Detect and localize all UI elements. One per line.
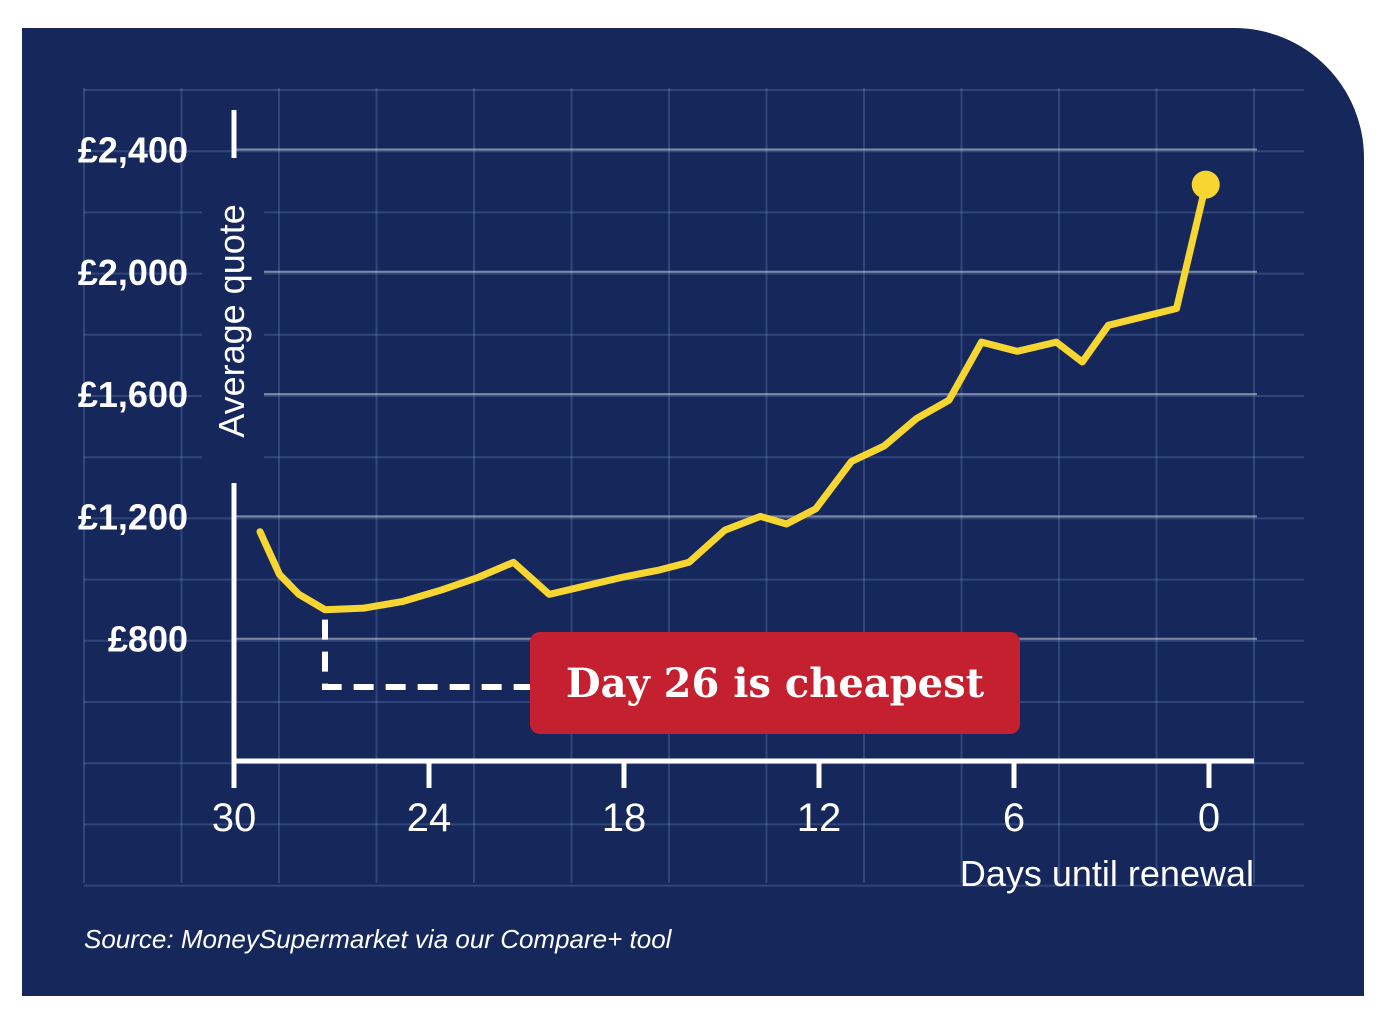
x-tick-label: 30 [212,796,257,840]
y-axis-label-backdrop [202,158,264,483]
average-quote-line [256,181,1210,614]
x-tick-label: 6 [1003,796,1025,840]
x-axis-label: Days until renewal [960,853,1254,894]
x-tick-label: 0 [1198,796,1220,840]
x-ticks: 30 24 18 12 6 0 [212,761,1220,840]
x-tick-label: 24 [407,796,452,840]
y-ticks: £800 £1,200 £1,600 £2,000 £2,400 [78,130,188,660]
y-tick-label: £1,200 [78,496,188,537]
y-tick-label: £1,600 [78,374,188,415]
horizontal-gridlines [234,148,1257,640]
x-tick-label: 18 [602,796,647,840]
chart-card: 30 24 18 12 6 0 £800 £1,200 £1,600 £2,000 £2,400 … [22,28,1364,996]
source-note: Source: MoneySupermarket via our Compare… [84,924,673,954]
y-tick-label: £2,000 [78,252,188,293]
callout-text: Day 26 is cheapest [566,660,985,707]
y-tick-label: £2,400 [78,130,188,171]
background-grid [83,88,1304,887]
cheapest-day-dashed-leader [322,619,530,690]
y-axis-label: Average quote [211,204,252,438]
chart: 30 24 18 12 6 0 £800£1,200£1,600£2,000£2,400 … [78,88,1304,954]
y-tick-label: £800 [108,619,188,660]
y-axis-label-group: Average quote [202,158,264,483]
x-tick-label: 12 [797,796,842,840]
latest-quote-marker [1191,170,1220,199]
callout-box [530,632,1020,734]
cheapest-day-callout: Day 26 is cheapest [530,632,1020,734]
